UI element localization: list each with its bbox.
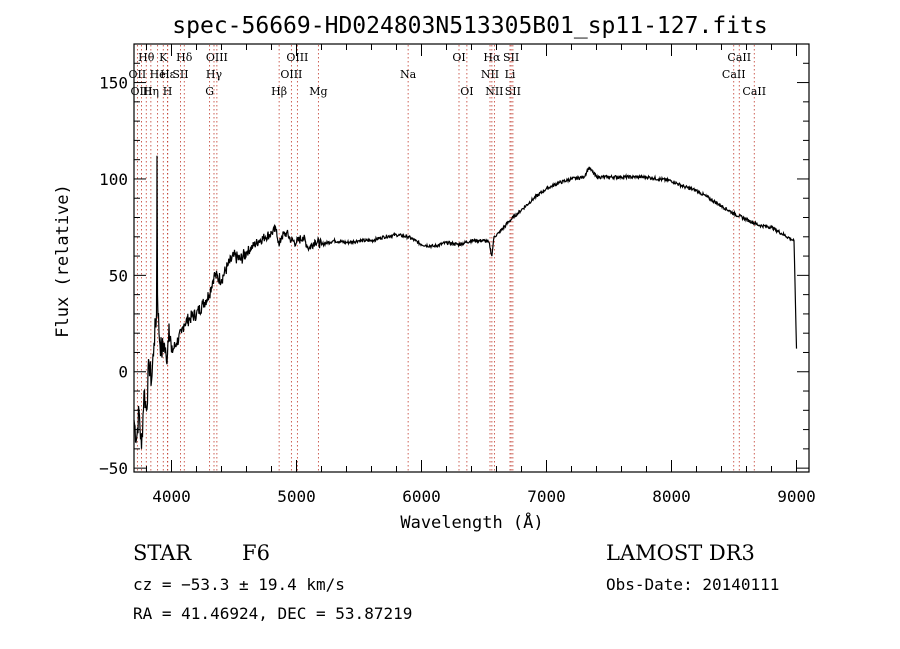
y-tick-label-3: 100 bbox=[99, 170, 128, 189]
x-tick-label-5: 9000 bbox=[777, 487, 816, 506]
line-marker-label-20: Hη bbox=[143, 85, 159, 98]
line-marker-label-18: CaII bbox=[722, 68, 746, 81]
line-marker-label-10: He bbox=[150, 68, 166, 81]
x-tick-label-2: 6000 bbox=[402, 487, 441, 506]
line-marker-label-27: SII bbox=[505, 85, 521, 98]
y-tick-label-2: 50 bbox=[109, 266, 128, 285]
line-marker-label-5: OI bbox=[452, 51, 465, 64]
x-tick-label-4: 8000 bbox=[652, 487, 691, 506]
x-tick-label-1: 5000 bbox=[277, 487, 316, 506]
object-class: STAR bbox=[133, 541, 192, 565]
line-marker-label-1: K bbox=[159, 51, 168, 64]
ra-dec: RA = 41.46924, DEC = 53.87219 bbox=[133, 604, 412, 623]
line-marker-label-8: CaII bbox=[727, 51, 751, 64]
chart-title: spec-56669-HD024803N513305B01_sp11-127.f… bbox=[172, 13, 767, 39]
line-marker-label-7: SII bbox=[503, 51, 519, 64]
line-marker-label-17: Li bbox=[505, 68, 516, 81]
x-axis-label: Wavelength (Å) bbox=[400, 511, 543, 533]
line-marker-label-19: OIII bbox=[130, 85, 152, 98]
y-axis: −50 0 50 100 150 bbox=[99, 62, 809, 478]
x-tick-label-3: 7000 bbox=[527, 487, 566, 506]
line-markers bbox=[136, 45, 755, 471]
redshift-cz: cz = −53.3 ± 19.4 km/s bbox=[133, 575, 345, 594]
spectrum-series-line bbox=[133, 155, 798, 449]
y-tick-label-4: 150 bbox=[99, 74, 128, 93]
line-marker-label-9: OII bbox=[129, 68, 147, 81]
line-marker-label-4: OIII bbox=[286, 51, 308, 64]
y-tick-label-1: 0 bbox=[118, 363, 128, 382]
line-marker-label-25: OI bbox=[460, 85, 473, 98]
line-marker-label-23: Hβ bbox=[271, 85, 287, 98]
survey-name: LAMOST DR3 bbox=[606, 541, 755, 565]
line-marker-label-28: CaII bbox=[742, 85, 766, 98]
line-marker-label-21: H bbox=[163, 85, 173, 98]
x-tick-label-0: 4000 bbox=[152, 487, 191, 506]
line-marker-label-0: Hθ bbox=[138, 51, 155, 64]
obs-date: Obs-Date: 20140111 bbox=[606, 575, 779, 594]
line-marker-label-13: Hγ bbox=[206, 68, 223, 81]
line-marker-label-3: OIII bbox=[206, 51, 228, 64]
line-marker-label-24: Mg bbox=[309, 85, 327, 98]
line-marker-label-14: OIII bbox=[280, 68, 302, 81]
line-marker-label-2: Hδ bbox=[176, 51, 193, 64]
line-marker-label-15: Na bbox=[400, 68, 417, 81]
line-marker-label-6: Hα bbox=[483, 51, 501, 64]
object-subclass: F6 bbox=[242, 541, 270, 565]
x-axis: 4000 5000 6000 7000 8000 9000 bbox=[146, 44, 816, 506]
line-marker-label-22: G bbox=[205, 85, 214, 98]
plot-frame bbox=[133, 43, 810, 473]
line-marker-label-16: NII bbox=[481, 68, 499, 81]
y-axis-label: Flux (relative) bbox=[53, 184, 73, 338]
y-tick-label-0: −50 bbox=[99, 459, 128, 478]
line-marker-label-11: Hε bbox=[160, 68, 176, 81]
line-marker-label-26: NII bbox=[485, 85, 503, 98]
line-marker-label-12: SII bbox=[172, 68, 188, 81]
